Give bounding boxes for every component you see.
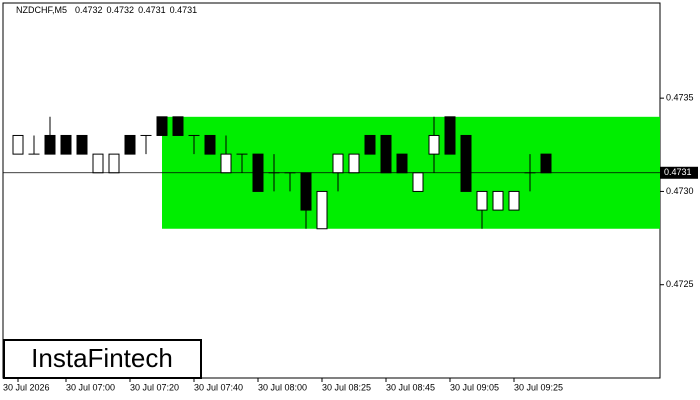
brand-box xyxy=(3,339,202,379)
bull-body xyxy=(316,190,328,230)
symbol: NZDCHF,M5 xyxy=(16,5,67,15)
bear-body xyxy=(124,134,136,155)
bull-body xyxy=(92,153,104,174)
bull-body xyxy=(332,153,344,174)
header-ohlc: 0.4731 xyxy=(170,5,198,15)
bear-body xyxy=(156,116,168,136)
y-tick-label: 0.4735 xyxy=(666,93,694,103)
bull-body xyxy=(348,153,360,174)
bear-body xyxy=(380,134,392,174)
price-label: 0.4731 xyxy=(664,167,692,177)
bull-body xyxy=(12,134,24,155)
x-tick-label: 30 Jul 07:20 xyxy=(130,382,179,392)
x-tick-label: 30 Jul 09:05 xyxy=(450,382,499,392)
bear-body xyxy=(460,134,472,192)
x-tick-label: 30 Jul 07:00 xyxy=(66,382,115,392)
header: NZDCHF,M5 0.4732 0.4732 0.4731 0.4731 xyxy=(16,5,197,15)
bear-body xyxy=(444,116,456,155)
bear-body xyxy=(396,153,408,174)
bear-body xyxy=(44,134,56,155)
bear-body xyxy=(76,134,88,155)
header-ohlc: 0.4731 xyxy=(138,5,166,15)
bear-body xyxy=(540,153,552,174)
bear-body xyxy=(364,134,376,155)
x-tick-label: 30 Jul 08:25 xyxy=(322,382,371,392)
y-tick-label: 0.4725 xyxy=(666,279,694,289)
header-ohlc: 0.4732 xyxy=(107,5,135,15)
bull-body xyxy=(108,153,120,174)
y-tick-label: 0.4730 xyxy=(666,186,694,196)
x-tick-label: 30 Jul 2026 xyxy=(3,382,50,392)
bull-body xyxy=(428,134,440,155)
price-label-box xyxy=(660,166,698,179)
bear-body xyxy=(204,134,216,155)
bear-body xyxy=(172,116,184,136)
bull-body xyxy=(476,190,488,211)
bear-body xyxy=(300,172,312,211)
bull-body xyxy=(220,153,232,174)
x-tick-label: 30 Jul 09:25 xyxy=(514,382,563,392)
brand: InstaFintech xyxy=(31,343,173,373)
bull-body xyxy=(508,190,520,211)
bull-body xyxy=(492,190,504,211)
x-tick-label: 30 Jul 08:45 xyxy=(386,382,435,392)
x-tick-label: 30 Jul 08:00 xyxy=(258,382,307,392)
bull-body xyxy=(412,172,424,192)
bear-body xyxy=(60,134,72,155)
x-tick-label: 30 Jul 07:40 xyxy=(194,382,243,392)
header-ohlc: 0.4732 xyxy=(75,5,103,15)
